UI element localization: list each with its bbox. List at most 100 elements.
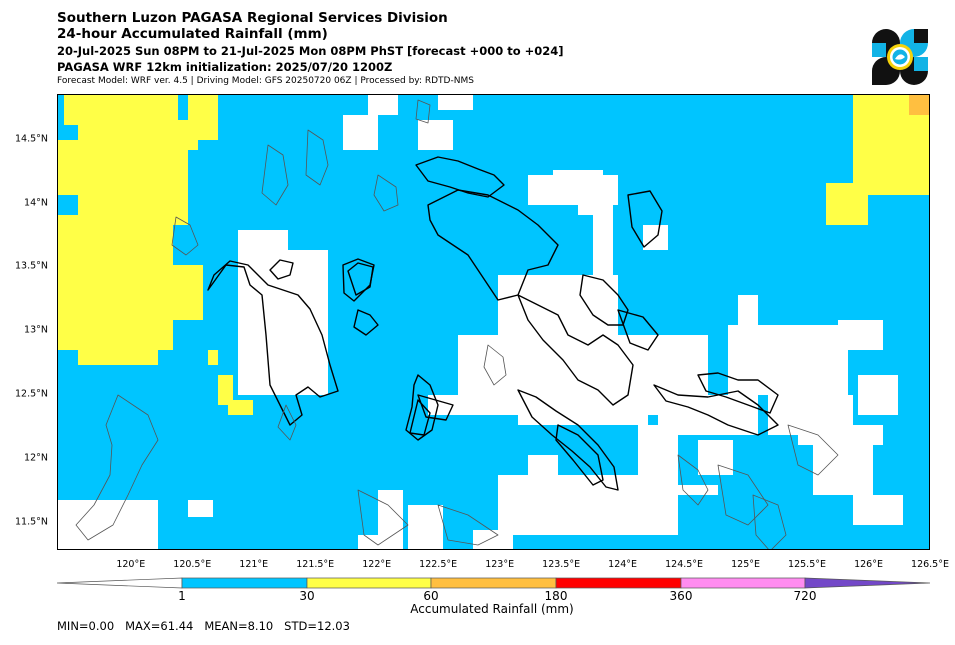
coastline-secondary xyxy=(717,464,769,526)
rain-cell-below-1mm xyxy=(498,475,648,535)
x-tick-label: 121.5°E xyxy=(296,559,335,570)
rain-cell-below-1mm xyxy=(698,440,733,475)
colorbar-label: 720 xyxy=(793,589,817,603)
x-tick-label: 125°E xyxy=(731,559,761,570)
coastline xyxy=(409,399,431,436)
rain-cell-below-1mm xyxy=(798,425,883,445)
title-valid-period: 20-Jul-2025 Sun 08PM to 21-Jul-2025 Mon … xyxy=(57,44,564,58)
rain-cell-below-1mm xyxy=(473,530,513,549)
rain-cell-30-60mm xyxy=(218,375,233,405)
rain-cell-below-1mm xyxy=(238,230,288,255)
rain-cell-30-60mm xyxy=(58,270,78,340)
y-tick-label: 11.5°N xyxy=(14,516,48,528)
colorbar xyxy=(57,577,930,589)
coastline-secondary xyxy=(75,394,159,541)
coastline xyxy=(347,262,374,296)
rain-cell-below-1mm xyxy=(593,175,613,345)
rain-cell-below-1mm xyxy=(428,395,498,415)
coastline xyxy=(353,309,379,336)
rain-cell-below-1mm xyxy=(343,115,378,150)
colorbar-label: 180 xyxy=(544,589,568,603)
rain-cell-30-60mm xyxy=(228,400,253,415)
coastline xyxy=(207,260,339,426)
rain-cell-below-1mm xyxy=(738,295,758,340)
coastline xyxy=(653,384,779,436)
coastline-secondary xyxy=(277,404,297,441)
colorbar-segment xyxy=(181,577,308,589)
coastline xyxy=(269,259,294,280)
coastline xyxy=(627,190,663,248)
coastline-secondary xyxy=(415,99,431,124)
coastline-secondary xyxy=(483,344,507,386)
x-tick-label: 126°E xyxy=(854,559,883,570)
coastline xyxy=(617,309,659,351)
colorbar-segment xyxy=(306,577,432,589)
rain-cell-30-60mm xyxy=(148,165,188,225)
coastline-secondary xyxy=(677,454,709,506)
coastline-secondary xyxy=(787,424,839,476)
rain-cell-below-1mm xyxy=(358,535,388,549)
rain-cell-1-30mm xyxy=(58,95,929,549)
rain-cell-below-1mm xyxy=(553,170,603,185)
rain-cell-below-1mm xyxy=(858,375,898,415)
rain-cell-below-1mm xyxy=(618,485,718,495)
rain-cell-30-60mm xyxy=(168,265,203,320)
y-tick-label: 12.5°N xyxy=(14,388,48,400)
colorbar-segment xyxy=(555,577,682,589)
coastline-secondary xyxy=(261,144,289,206)
rain-cell-30-60mm xyxy=(188,95,218,140)
colorbar-label: 30 xyxy=(299,589,315,603)
coastline-secondary xyxy=(171,216,199,256)
rain-cell-below-1mm xyxy=(838,320,883,350)
y-tick-label: 14°N xyxy=(24,197,48,209)
rain-cell-below-1mm xyxy=(853,495,903,525)
rain-cell-below-1mm xyxy=(518,400,648,425)
colorbar-segment xyxy=(57,577,183,589)
coastline-secondary xyxy=(373,174,399,212)
coastline xyxy=(517,389,619,491)
rain-cell-below-1mm xyxy=(418,120,453,150)
colorbar-label: 60 xyxy=(423,589,439,603)
colorbar-title: Accumulated Rainfall (mm) xyxy=(410,602,574,616)
rain-cell-30-60mm xyxy=(208,350,218,365)
x-tick-label: 122.5°E xyxy=(419,559,458,570)
x-tick-label: 126.5°E xyxy=(911,559,949,570)
coastline xyxy=(555,424,604,486)
colorbar-label: 1 xyxy=(178,589,186,603)
rain-cell-below-1mm xyxy=(828,440,858,465)
rain-cell-60-180mm xyxy=(909,95,929,115)
title-agency: Southern Luzon PAGASA Regional Services … xyxy=(57,10,448,26)
coastline xyxy=(517,294,634,406)
y-tick-label: 13.5°N xyxy=(14,260,48,272)
rain-cell-30-60mm xyxy=(78,350,158,365)
rain-cell-below-1mm xyxy=(578,190,603,215)
colorbar-segment xyxy=(680,577,806,589)
x-tick-label: 123.5°E xyxy=(542,559,581,570)
rain-cell-below-1mm xyxy=(368,95,398,115)
y-tick-label: 13°N xyxy=(24,324,48,336)
rain-cell-below-1mm xyxy=(618,345,648,395)
x-tick-label: 121°E xyxy=(239,559,269,570)
rain-cell-below-1mm xyxy=(58,535,148,549)
coastline xyxy=(417,394,454,421)
coastline-secondary xyxy=(305,129,329,186)
rain-cell-below-1mm xyxy=(438,95,473,110)
y-tick-label: 14.5°N xyxy=(14,133,48,145)
x-tick-label: 124.5°E xyxy=(665,559,704,570)
rain-cell-below-1mm xyxy=(528,455,558,495)
statistics-text: MIN=0.00 MAX=61.44 MEAN=8.10 STD=12.03 xyxy=(57,619,350,633)
colorbar-segment xyxy=(430,577,557,589)
rainfall-map xyxy=(57,94,930,550)
coastline xyxy=(405,374,439,441)
x-tick-label: 120°E xyxy=(116,559,146,570)
y-tick-label: 12°N xyxy=(24,452,48,464)
rain-cell-below-1mm xyxy=(408,505,443,549)
coastline xyxy=(415,156,505,198)
x-tick-label: 123°E xyxy=(485,559,515,570)
coastline xyxy=(697,372,779,414)
x-tick-label: 120.5°E xyxy=(173,559,212,570)
rain-cell-30-60mm xyxy=(178,135,198,150)
coastline-secondary xyxy=(752,494,787,549)
rain-cell-below-1mm xyxy=(708,395,758,435)
x-tick-label: 124°E xyxy=(608,559,638,570)
